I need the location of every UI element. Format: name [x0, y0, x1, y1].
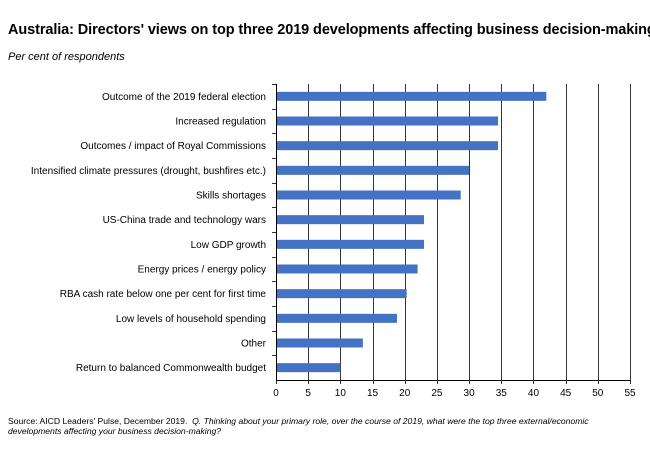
bar-10	[276, 313, 398, 323]
bar-7	[276, 239, 425, 249]
x-tick-label-50: 50	[592, 388, 604, 399]
category-label-8: Energy prices / energy policy	[138, 265, 266, 276]
x-tick-label-20: 20	[399, 388, 411, 399]
category-labels: Outcome of the 2019 federal election Incr…	[31, 92, 267, 374]
bar-11	[276, 338, 363, 348]
bar-8	[276, 264, 418, 274]
bar-3	[276, 141, 499, 151]
bar-9	[276, 289, 407, 299]
x-tick-label-30: 30	[464, 388, 476, 399]
category-label-3: Outcomes / impact of Royal Commissions	[80, 141, 266, 152]
category-label-10: Low levels of household spending	[116, 314, 266, 325]
x-tick-label-35: 35	[496, 388, 508, 399]
source-note: Source: AICD Leaders' Pulse, December 20…	[8, 416, 638, 436]
category-label-4: Intensified climate pressures (drought, …	[31, 166, 266, 177]
bar-6	[276, 215, 425, 225]
axes	[272, 84, 631, 384]
chart-subtitle: Per cent of respondents	[8, 51, 125, 63]
category-label-6: US-China trade and technology wars	[103, 215, 266, 226]
x-tick-label-40: 40	[528, 388, 540, 399]
chart-title: Australia: Directors' views on top three…	[8, 22, 650, 38]
bar-2	[276, 116, 499, 126]
bar-1	[276, 91, 547, 101]
source-question: Q. Thinking about your primary role, ove…	[8, 416, 589, 436]
x-tick-label-5: 5	[305, 388, 311, 399]
x-tick-label-55: 55	[624, 388, 636, 399]
source-prefix: Source: AICD Leaders' Pulse, December 20…	[8, 416, 188, 426]
grid-lines	[308, 84, 631, 380]
bar-12	[276, 363, 341, 373]
category-label-12: Return to balanced Commonwealth budget	[76, 363, 266, 374]
bar-5	[276, 190, 461, 200]
category-label-5: Skills shortages	[196, 191, 266, 202]
bar-4	[276, 165, 470, 175]
tick-labels: 0 5 10 15 20 25 30 35 40 45 50 55	[273, 388, 636, 399]
category-label-2: Increased regulation	[175, 117, 266, 128]
x-tick-label-25: 25	[431, 388, 443, 399]
x-tick-label-15: 15	[367, 388, 379, 399]
category-label-11: Other	[241, 339, 267, 350]
category-label-7: Low GDP growth	[191, 240, 266, 251]
x-tick-label-45: 45	[560, 388, 572, 399]
category-label-9: RBA cash rate below one per cent for fir…	[60, 289, 267, 300]
category-label-1: Outcome of the 2019 federal election	[102, 92, 266, 103]
x-tick-label-10: 10	[335, 388, 347, 399]
x-tick-label-0: 0	[273, 388, 279, 399]
bars	[276, 91, 547, 373]
